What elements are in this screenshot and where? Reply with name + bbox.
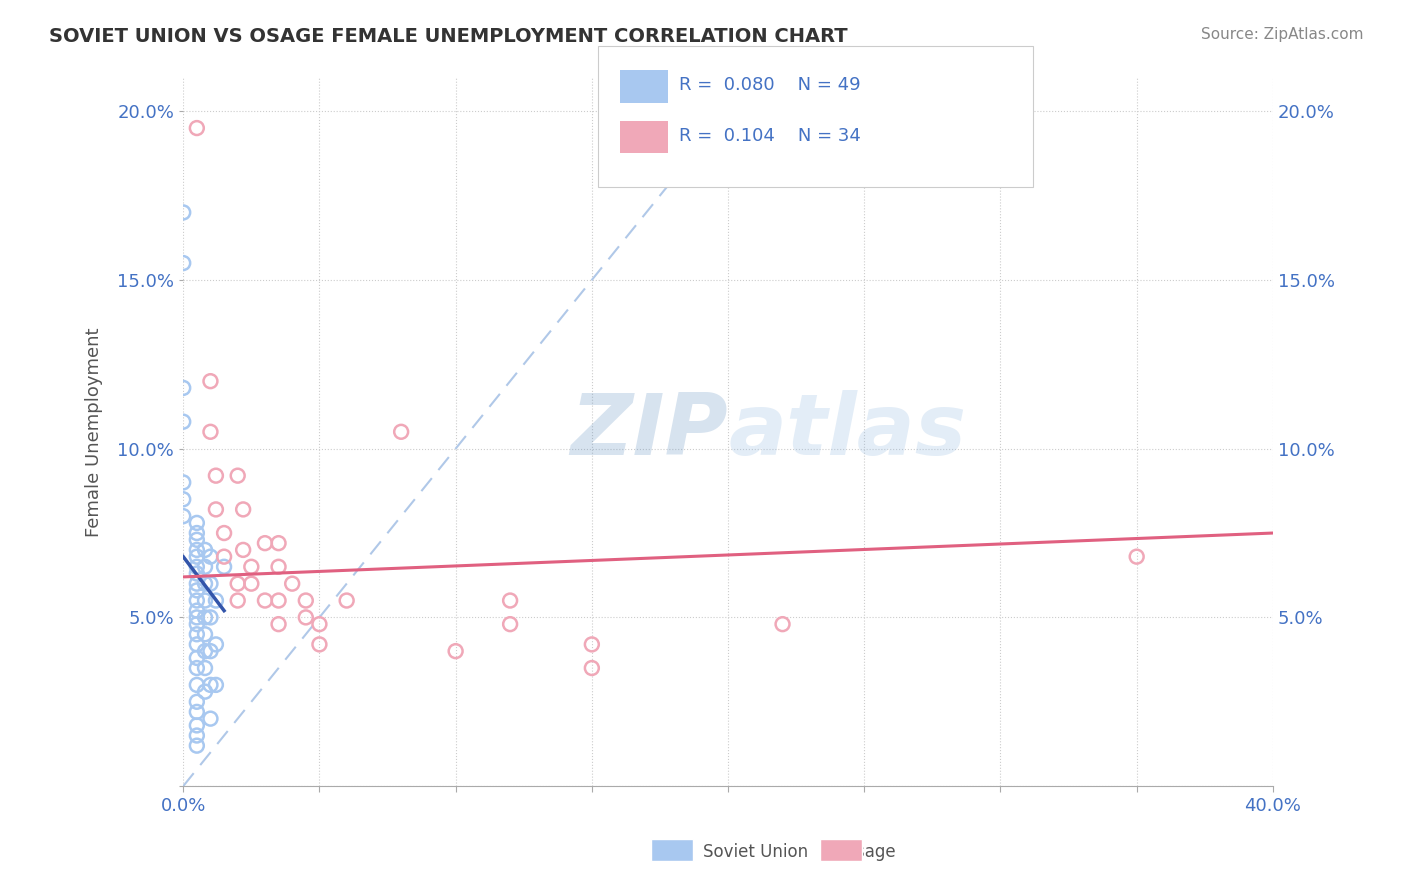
Point — [194, 661, 217, 675]
Point — [267, 617, 290, 632]
Point — [200, 374, 222, 388]
Point — [444, 644, 467, 658]
Point — [186, 617, 208, 632]
Point — [172, 415, 194, 429]
Point — [186, 121, 208, 136]
Point — [267, 559, 290, 574]
Point — [581, 637, 603, 651]
Point — [267, 536, 290, 550]
Point — [281, 576, 304, 591]
Point — [186, 566, 208, 581]
Point — [212, 526, 235, 541]
Point — [186, 549, 208, 564]
Point — [172, 475, 194, 490]
Point — [212, 549, 235, 564]
Point — [226, 576, 249, 591]
Point — [186, 559, 208, 574]
Point — [186, 739, 208, 753]
Y-axis label: Female Unemployment: Female Unemployment — [86, 327, 103, 537]
Text: Soviet Union: Soviet Union — [703, 843, 808, 861]
Point — [205, 678, 228, 692]
Point — [200, 712, 222, 726]
Point — [772, 617, 794, 632]
Point — [186, 516, 208, 530]
Point — [200, 576, 222, 591]
Point — [186, 610, 208, 624]
Point — [172, 205, 194, 219]
Point — [186, 533, 208, 547]
Point — [186, 583, 208, 598]
Point — [186, 651, 208, 665]
Point — [186, 526, 208, 541]
Point — [186, 695, 208, 709]
Point — [194, 610, 217, 624]
Point — [581, 661, 603, 675]
Point — [172, 256, 194, 270]
Point — [212, 559, 235, 574]
Point — [336, 593, 359, 607]
Point — [186, 661, 208, 675]
Point — [226, 593, 249, 607]
Point — [200, 644, 222, 658]
Text: ZIP: ZIP — [571, 391, 728, 474]
Point — [240, 576, 263, 591]
Point — [232, 502, 254, 516]
Point — [232, 542, 254, 557]
Text: Osage: Osage — [844, 843, 896, 861]
Point — [205, 637, 228, 651]
Point — [389, 425, 412, 439]
Point — [186, 729, 208, 743]
Point — [253, 536, 276, 550]
Point — [253, 593, 276, 607]
Point — [194, 593, 217, 607]
Point — [200, 610, 222, 624]
Point — [186, 593, 208, 607]
Point — [240, 559, 263, 574]
Point — [194, 576, 217, 591]
Point — [172, 381, 194, 395]
Point — [308, 637, 330, 651]
Point — [267, 593, 290, 607]
Point — [200, 678, 222, 692]
Text: SOVIET UNION VS OSAGE FEMALE UNEMPLOYMENT CORRELATION CHART: SOVIET UNION VS OSAGE FEMALE UNEMPLOYMEN… — [49, 27, 848, 45]
Point — [186, 718, 208, 732]
Point — [1125, 549, 1147, 564]
Point — [186, 637, 208, 651]
Point — [186, 705, 208, 719]
Text: atlas: atlas — [728, 391, 966, 474]
Point — [295, 610, 318, 624]
Point — [172, 509, 194, 524]
Point — [186, 576, 208, 591]
Point — [205, 593, 228, 607]
Point — [200, 549, 222, 564]
Point — [499, 593, 522, 607]
Text: Source: ZipAtlas.com: Source: ZipAtlas.com — [1201, 27, 1364, 42]
Point — [205, 502, 228, 516]
Point — [186, 627, 208, 641]
Point — [194, 644, 217, 658]
Point — [200, 425, 222, 439]
Point — [295, 593, 318, 607]
Point — [308, 617, 330, 632]
Point — [226, 468, 249, 483]
Text: R =  0.104    N = 34: R = 0.104 N = 34 — [679, 128, 860, 145]
Point — [172, 492, 194, 507]
Point — [499, 617, 522, 632]
Point — [194, 542, 217, 557]
Point — [194, 684, 217, 698]
Point — [194, 559, 217, 574]
Point — [186, 678, 208, 692]
Point — [194, 627, 217, 641]
Text: R =  0.080    N = 49: R = 0.080 N = 49 — [679, 76, 860, 94]
Point — [186, 542, 208, 557]
Point — [186, 604, 208, 618]
Point — [205, 468, 228, 483]
